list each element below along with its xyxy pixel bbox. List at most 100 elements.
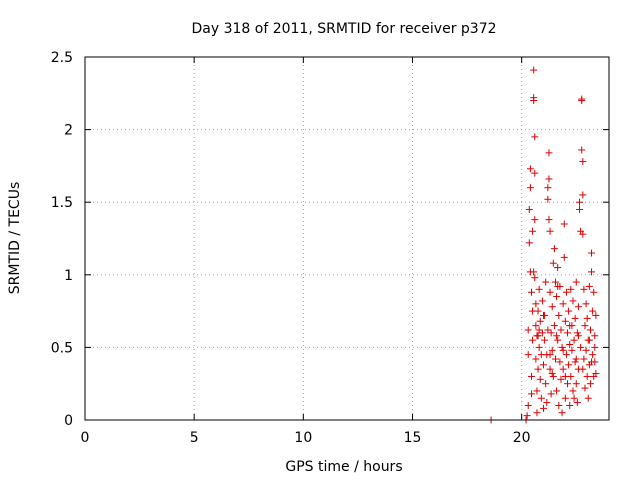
data-point <box>555 401 563 409</box>
data-point <box>549 259 557 267</box>
x-tick-label: 20 <box>513 430 531 446</box>
data-point <box>535 326 543 334</box>
data-point <box>582 300 590 308</box>
x-tick-label: 5 <box>190 430 199 446</box>
data-point <box>590 288 598 296</box>
data-point <box>583 314 591 322</box>
data-points <box>487 66 600 424</box>
data-point <box>566 322 574 330</box>
data-point <box>543 399 551 407</box>
data-point <box>525 239 533 247</box>
data-point <box>554 336 562 344</box>
data-point <box>579 158 587 166</box>
data-point <box>560 220 568 228</box>
data-point <box>574 303 582 311</box>
data-point <box>544 326 552 334</box>
data-point <box>530 268 538 276</box>
data-point <box>532 300 540 308</box>
data-point <box>537 394 545 402</box>
data-point <box>561 372 569 380</box>
data-point <box>531 169 539 177</box>
data-point <box>548 303 556 311</box>
data-point <box>570 336 578 344</box>
data-point <box>557 326 565 334</box>
y-tick-label: 1.5 <box>51 195 73 211</box>
data-point <box>527 390 535 398</box>
data-point <box>565 361 573 369</box>
data-point <box>534 307 542 315</box>
data-point <box>581 322 589 330</box>
data-point <box>572 278 580 286</box>
data-point <box>525 205 533 213</box>
data-point <box>524 351 532 359</box>
data-point <box>529 336 537 344</box>
x-tick-label: 10 <box>294 430 312 446</box>
data-point <box>586 326 594 334</box>
data-point <box>532 322 540 330</box>
data-point <box>531 274 539 282</box>
data-point <box>546 351 554 359</box>
data-point <box>536 375 544 383</box>
data-point <box>548 370 556 378</box>
data-point <box>544 195 552 203</box>
data-point <box>567 285 575 293</box>
data-point <box>540 404 547 412</box>
data-point <box>572 380 580 388</box>
data-point <box>530 66 538 74</box>
data-point <box>538 329 546 337</box>
data-point <box>545 216 553 224</box>
data-point <box>545 175 553 183</box>
data-point <box>527 372 535 380</box>
data-point <box>552 355 560 363</box>
data-point <box>540 361 547 369</box>
data-point <box>531 133 539 141</box>
data-point <box>589 307 597 315</box>
data-point <box>554 282 562 290</box>
data-point <box>569 297 577 305</box>
data-point <box>579 191 587 199</box>
data-point <box>591 343 599 351</box>
data-point <box>526 184 534 192</box>
data-point <box>592 370 600 378</box>
axis-ticks: 0 5 10 15 20 0 0.5 1 1.5 2 2.5 <box>51 50 609 446</box>
data-point <box>580 355 588 363</box>
data-point <box>573 399 581 407</box>
data-point <box>577 343 585 351</box>
data-point <box>540 311 547 319</box>
data-point <box>580 285 588 293</box>
data-point <box>586 380 594 388</box>
data-point <box>524 326 532 334</box>
data-point <box>561 394 569 402</box>
data-point <box>552 278 560 286</box>
data-point <box>549 372 557 380</box>
data-point <box>566 401 574 409</box>
data-point <box>526 165 534 173</box>
data-point <box>561 317 569 325</box>
data-point <box>574 332 582 340</box>
data-point <box>559 365 567 373</box>
y-tick-label: 1 <box>64 268 73 284</box>
data-point <box>557 375 565 383</box>
data-point <box>562 351 570 359</box>
data-point <box>578 97 586 105</box>
data-point <box>542 278 550 286</box>
data-point <box>571 358 579 366</box>
data-point <box>535 343 543 351</box>
data-point <box>578 146 586 154</box>
data-point <box>588 249 596 257</box>
data-point <box>547 329 555 337</box>
data-point <box>570 394 578 402</box>
chart-title: Day 318 of 2011, SRMTID for receiver p37… <box>191 21 496 37</box>
y-tick-label: 2 <box>64 123 73 139</box>
data-point <box>534 365 542 373</box>
data-point <box>558 409 566 417</box>
y-tick-label: 0.5 <box>51 340 73 356</box>
data-point <box>560 253 568 261</box>
data-point <box>542 380 550 388</box>
data-point <box>571 314 579 322</box>
data-point <box>555 311 563 319</box>
data-point <box>531 216 539 224</box>
data-point <box>532 355 540 363</box>
data-point <box>523 412 531 420</box>
